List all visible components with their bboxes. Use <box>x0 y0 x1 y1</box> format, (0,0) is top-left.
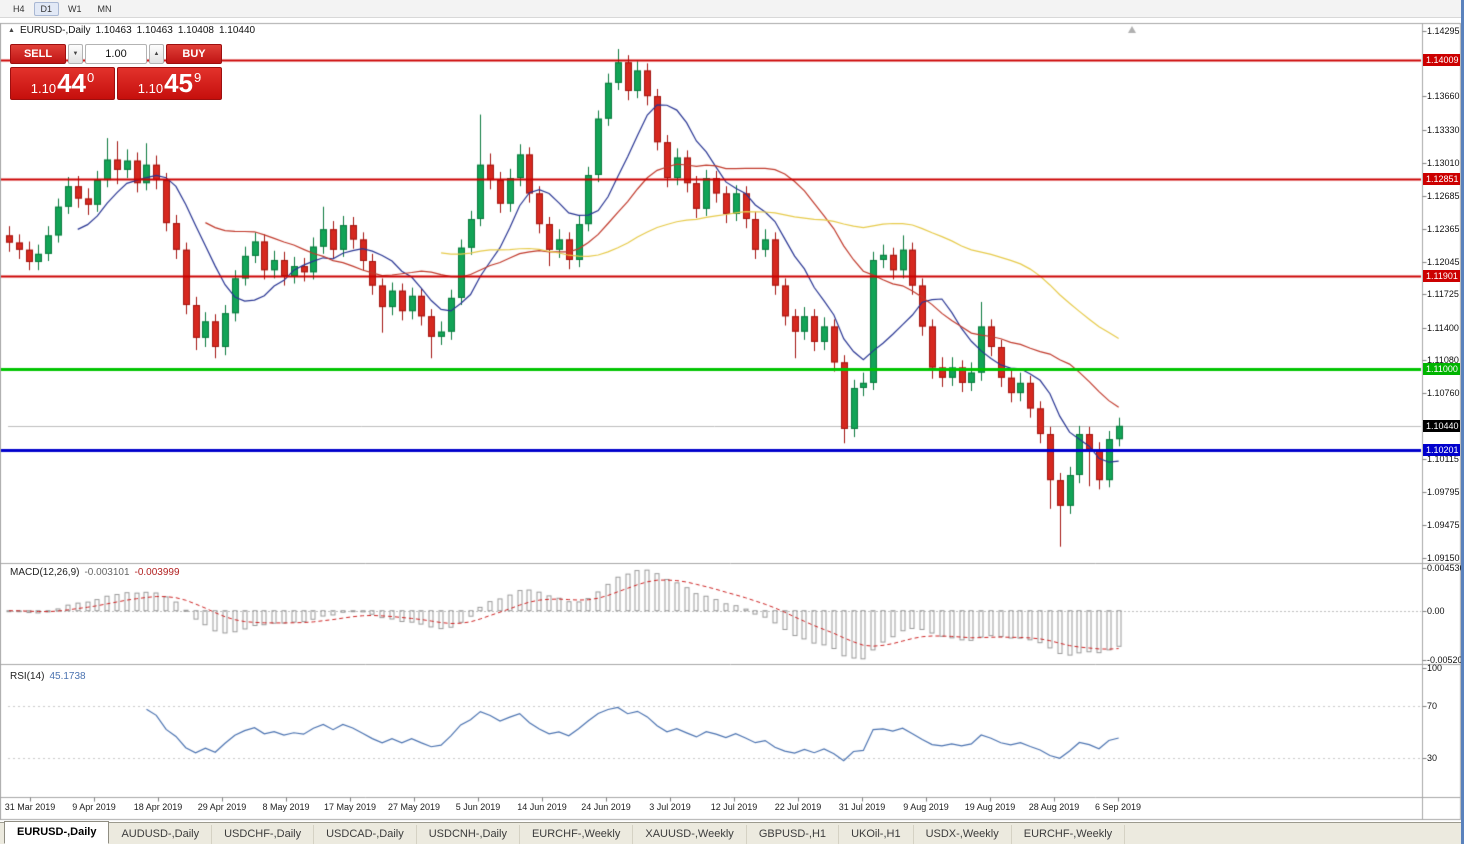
rsi-value: 45.1738 <box>49 671 86 682</box>
date-label: 27 May 2019 <box>387 802 441 812</box>
chart-tab-eurusd-daily-0[interactable]: EURUSD-,Daily <box>4 821 110 844</box>
one-click-trading-panel: SELL ▼ ▲ BUY 1.10 44 0 1.10 45 9 <box>10 44 224 100</box>
price-tick-label: 1.10760 <box>1427 388 1460 399</box>
price-tick-label: 1.11080 <box>1427 355 1459 366</box>
timeframe-toolbar: H4 D1 W1 MN <box>0 0 1464 18</box>
price-tick-label: 1.12365 <box>1427 223 1460 234</box>
rsi-scale-label: 100 <box>1427 663 1443 673</box>
ohlc-close: 1.10440 <box>218 25 256 36</box>
price-tick-label: 1.09150 <box>1427 552 1460 563</box>
rsi-label: RSI(14) <box>10 671 45 682</box>
chart-tab-eurchf-weekly-5[interactable]: EURCHF-,Weekly <box>520 825 634 844</box>
date-label: 9 Apr 2019 <box>72 802 116 812</box>
sell-button[interactable]: SELL <box>10 44 66 64</box>
chart-tab-strip: EURUSD-,Daily AUDUSD-,Daily USDCHF-,Daily U… <box>0 821 1464 844</box>
date-label: 14 Jun 2019 <box>517 802 567 812</box>
macd-main-value: -0.003101 <box>84 567 130 578</box>
date-label: 18 Apr 2019 <box>133 802 183 812</box>
price-tick-label: 1.10115 <box>1427 454 1459 465</box>
price-tick-label: 1.13010 <box>1427 157 1460 168</box>
macd-scale-label: 0.00 <box>1427 605 1445 616</box>
timeframe-button-d1[interactable]: D1 <box>33 1 60 16</box>
rsi-title: RSI(14) 45.1738 <box>10 671 86 682</box>
chart-tab-usdcnh-daily-4[interactable]: USDCNH-,Daily <box>417 825 520 844</box>
buy-button[interactable]: BUY <box>166 44 222 64</box>
chart-symbol-label: EURUSD-,Daily <box>19 25 91 36</box>
chart-tab-ukoil-h1-8[interactable]: UKOil-,H1 <box>839 825 914 844</box>
price-tag-1.14009: 1.14009 <box>1423 54 1460 67</box>
timeframe-button-w1[interactable]: W1 <box>68 3 82 14</box>
date-label: 8 May 2019 <box>262 802 310 812</box>
date-label: 22 Jul 2019 <box>774 802 822 812</box>
volume-decrease-button[interactable]: ▼ <box>68 44 83 64</box>
macd-scale-label: 0.004536 <box>1427 563 1464 573</box>
date-label: 5 Jun 2019 <box>455 802 501 812</box>
chart-tab-usdcad-daily-3[interactable]: USDCAD-,Daily <box>314 825 417 844</box>
timeframe-button-mn[interactable]: MN <box>97 3 112 14</box>
date-label: 24 Jun 2019 <box>581 802 631 812</box>
sell-price-box[interactable]: 1.10 44 0 <box>10 67 115 100</box>
chart-tab-audusd-daily-1[interactable]: AUDUSD-,Daily <box>109 825 213 844</box>
date-label: 17 May 2019 <box>323 802 377 812</box>
buy-price-pip: 9 <box>194 70 202 85</box>
price-tick-label: 1.09475 <box>1427 519 1460 530</box>
sell-price-pip: 0 <box>87 70 95 85</box>
date-label: 9 Aug 2019 <box>903 802 949 812</box>
date-label: 3 Jul 2019 <box>649 802 691 812</box>
trade-panel-prices: 1.10 44 0 1.10 45 9 <box>10 67 224 100</box>
chart-ohlc-title: ▲ EURUSD-,Daily 1.10463 1.10463 1.10408 … <box>8 25 255 36</box>
price-tick-label: 1.09795 <box>1427 486 1460 497</box>
chart-tab-usdchf-daily-2[interactable]: USDCHF-,Daily <box>212 825 315 844</box>
price-tick-label: 1.11725 <box>1427 289 1459 300</box>
ohlc-low: 1.10408 <box>177 25 214 36</box>
macd-title: MACD(12,26,9) -0.003101 -0.003999 <box>10 567 180 578</box>
price-tick-label: 1.14295 <box>1427 26 1460 37</box>
date-label: 12 Jul 2019 <box>710 802 758 812</box>
price-tick-label: 1.13330 <box>1427 124 1460 135</box>
symbol-arrow-icon: ▲ <box>8 27 15 34</box>
window-frame-right <box>1461 0 1464 844</box>
price-tick-label: 1.12045 <box>1427 256 1460 267</box>
rsi-scale-label: 70 <box>1427 701 1438 712</box>
sell-price-base: 1.10 <box>30 81 57 96</box>
chart-tab-eurchf-weekly-10[interactable]: EURCHF-,Weekly <box>1012 825 1126 844</box>
trade-panel-controls: SELL ▼ ▲ BUY <box>10 44 224 64</box>
date-label: 6 Sep 2019 <box>1094 802 1142 812</box>
timeframe-button-h4[interactable]: H4 <box>13 3 25 14</box>
macd-signal-value: -0.003999 <box>134 567 180 578</box>
date-label: 31 Mar 2019 <box>4 802 56 812</box>
macd-label: MACD(12,26,9) <box>10 567 80 578</box>
buy-price-base: 1.10 <box>137 81 164 96</box>
chart-tab-xauusd-weekly-6[interactable]: XAUUSD-,Weekly <box>633 825 747 844</box>
price-tag-1.10440: 1.10440 <box>1423 419 1460 432</box>
buy-price-box[interactable]: 1.10 45 9 <box>117 67 222 100</box>
chart-tab-gbpusd-h1-7[interactable]: GBPUSD-,H1 <box>747 825 840 844</box>
volume-increase-button[interactable]: ▲ <box>149 44 164 64</box>
rsi-scale-label: 30 <box>1427 752 1438 763</box>
price-tag-1.11901: 1.11901 <box>1423 270 1460 283</box>
date-label: 29 Apr 2019 <box>197 802 247 812</box>
chart-tab-usdx-weekly-9[interactable]: USDX-,Weekly <box>914 825 1012 844</box>
ohlc-high: 1.10463 <box>136 25 173 36</box>
price-tag-1.10201: 1.10201 <box>1423 444 1460 457</box>
price-tick-label: 1.11400 <box>1427 322 1459 333</box>
buy-price-big: 45 <box>164 68 193 98</box>
price-tag-1.11000: 1.11000 <box>1423 362 1460 375</box>
date-label: 19 Aug 2019 <box>964 802 1016 812</box>
price-tick-label: 1.12685 <box>1427 190 1460 201</box>
price-tag-1.12851: 1.12851 <box>1423 172 1460 185</box>
price-tick-label: 1.13660 <box>1427 91 1460 102</box>
volume-input[interactable] <box>85 44 147 64</box>
ohlc-open: 1.10463 <box>95 25 132 36</box>
date-label: 28 Aug 2019 <box>1028 802 1080 812</box>
macd-scale-label: -0.005205 <box>1427 654 1464 665</box>
sell-price-big: 44 <box>57 68 86 98</box>
date-label: 31 Jul 2019 <box>838 802 886 812</box>
